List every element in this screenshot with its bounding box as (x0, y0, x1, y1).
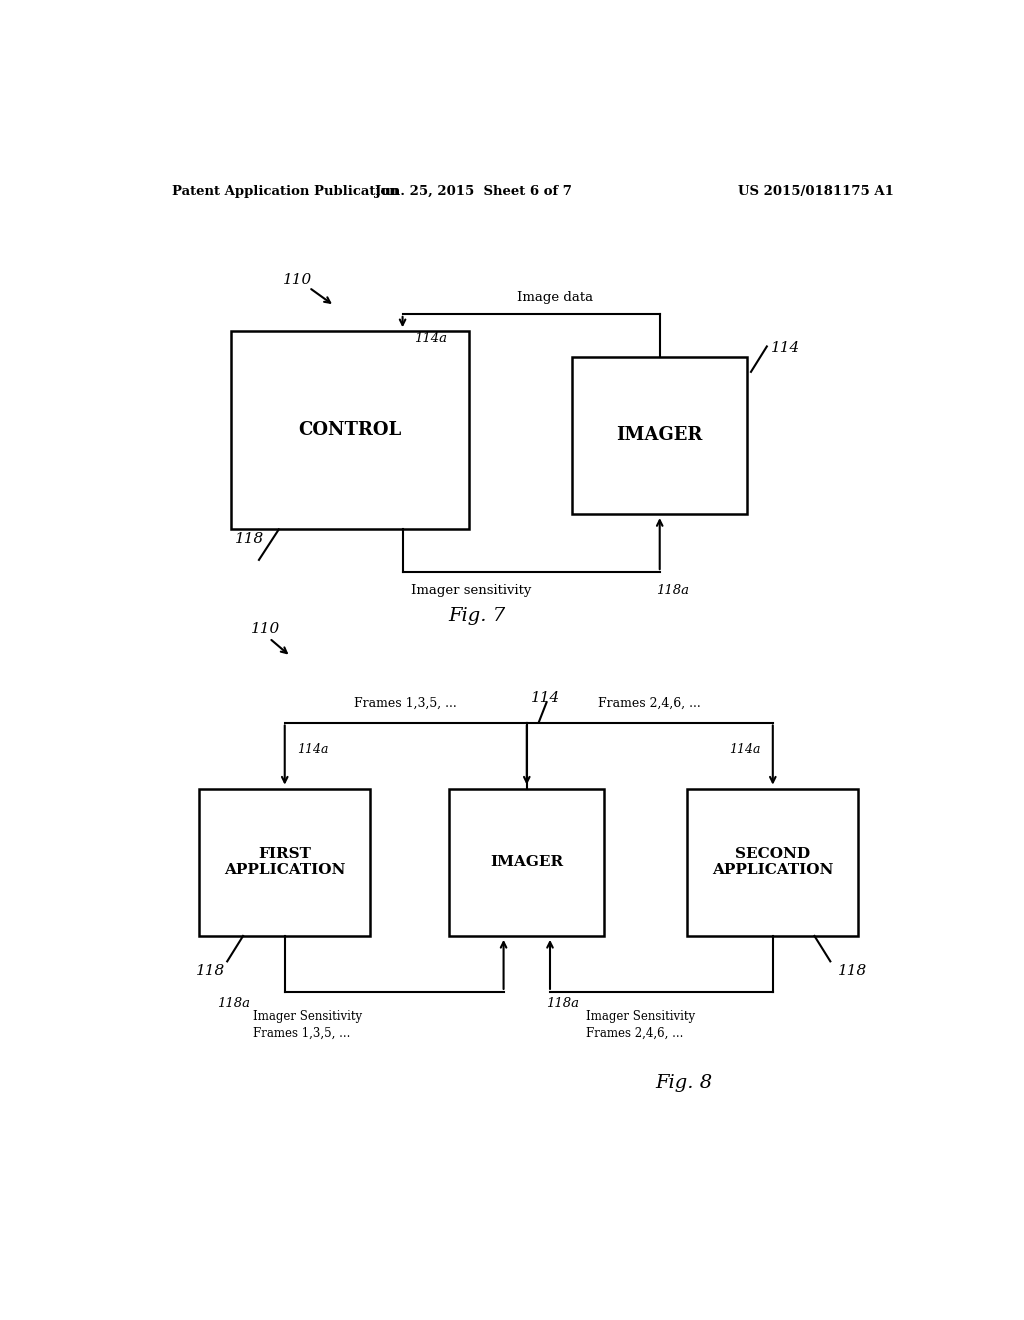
Text: 110: 110 (283, 273, 312, 288)
Text: 114a: 114a (415, 333, 447, 346)
Text: 114: 114 (771, 341, 800, 355)
Text: Frames 1,3,5, ...: Frames 1,3,5, ... (354, 697, 457, 710)
Text: 118: 118 (839, 964, 867, 978)
Text: 114a: 114a (729, 743, 761, 756)
Text: IMAGER: IMAGER (490, 855, 563, 870)
Text: 118a: 118a (217, 997, 250, 1010)
Text: 118: 118 (196, 964, 224, 978)
Text: IMAGER: IMAGER (616, 426, 702, 445)
Bar (231, 331, 469, 529)
Text: 118a: 118a (546, 997, 579, 1010)
Bar (450, 788, 604, 936)
Text: Patent Application Publication: Patent Application Publication (172, 185, 398, 198)
Text: US 2015/0181175 A1: US 2015/0181175 A1 (738, 185, 894, 198)
Text: 118a: 118a (655, 585, 689, 598)
Bar (687, 788, 858, 936)
Text: 118: 118 (236, 532, 264, 545)
Text: Imager Sensitivity
Frames 1,3,5, ...: Imager Sensitivity Frames 1,3,5, ... (253, 1010, 362, 1040)
Text: 114: 114 (530, 692, 560, 705)
Bar (572, 356, 748, 515)
Text: Image data: Image data (517, 290, 593, 304)
Text: SECOND
APPLICATION: SECOND APPLICATION (712, 847, 834, 878)
Text: FIRST
APPLICATION: FIRST APPLICATION (224, 847, 345, 878)
Text: 110: 110 (251, 622, 281, 636)
Text: Fig. 7: Fig. 7 (449, 607, 506, 624)
Bar (200, 788, 370, 936)
Text: Frames 2,4,6, ...: Frames 2,4,6, ... (598, 697, 701, 710)
Text: Jun. 25, 2015  Sheet 6 of 7: Jun. 25, 2015 Sheet 6 of 7 (375, 185, 571, 198)
Text: CONTROL: CONTROL (299, 421, 401, 440)
Text: Imager Sensitivity
Frames 2,4,6, ...: Imager Sensitivity Frames 2,4,6, ... (586, 1010, 695, 1040)
Text: Fig. 8: Fig. 8 (655, 1074, 712, 1093)
Text: 114a: 114a (297, 743, 328, 756)
Text: Imager sensitivity: Imager sensitivity (411, 585, 530, 598)
